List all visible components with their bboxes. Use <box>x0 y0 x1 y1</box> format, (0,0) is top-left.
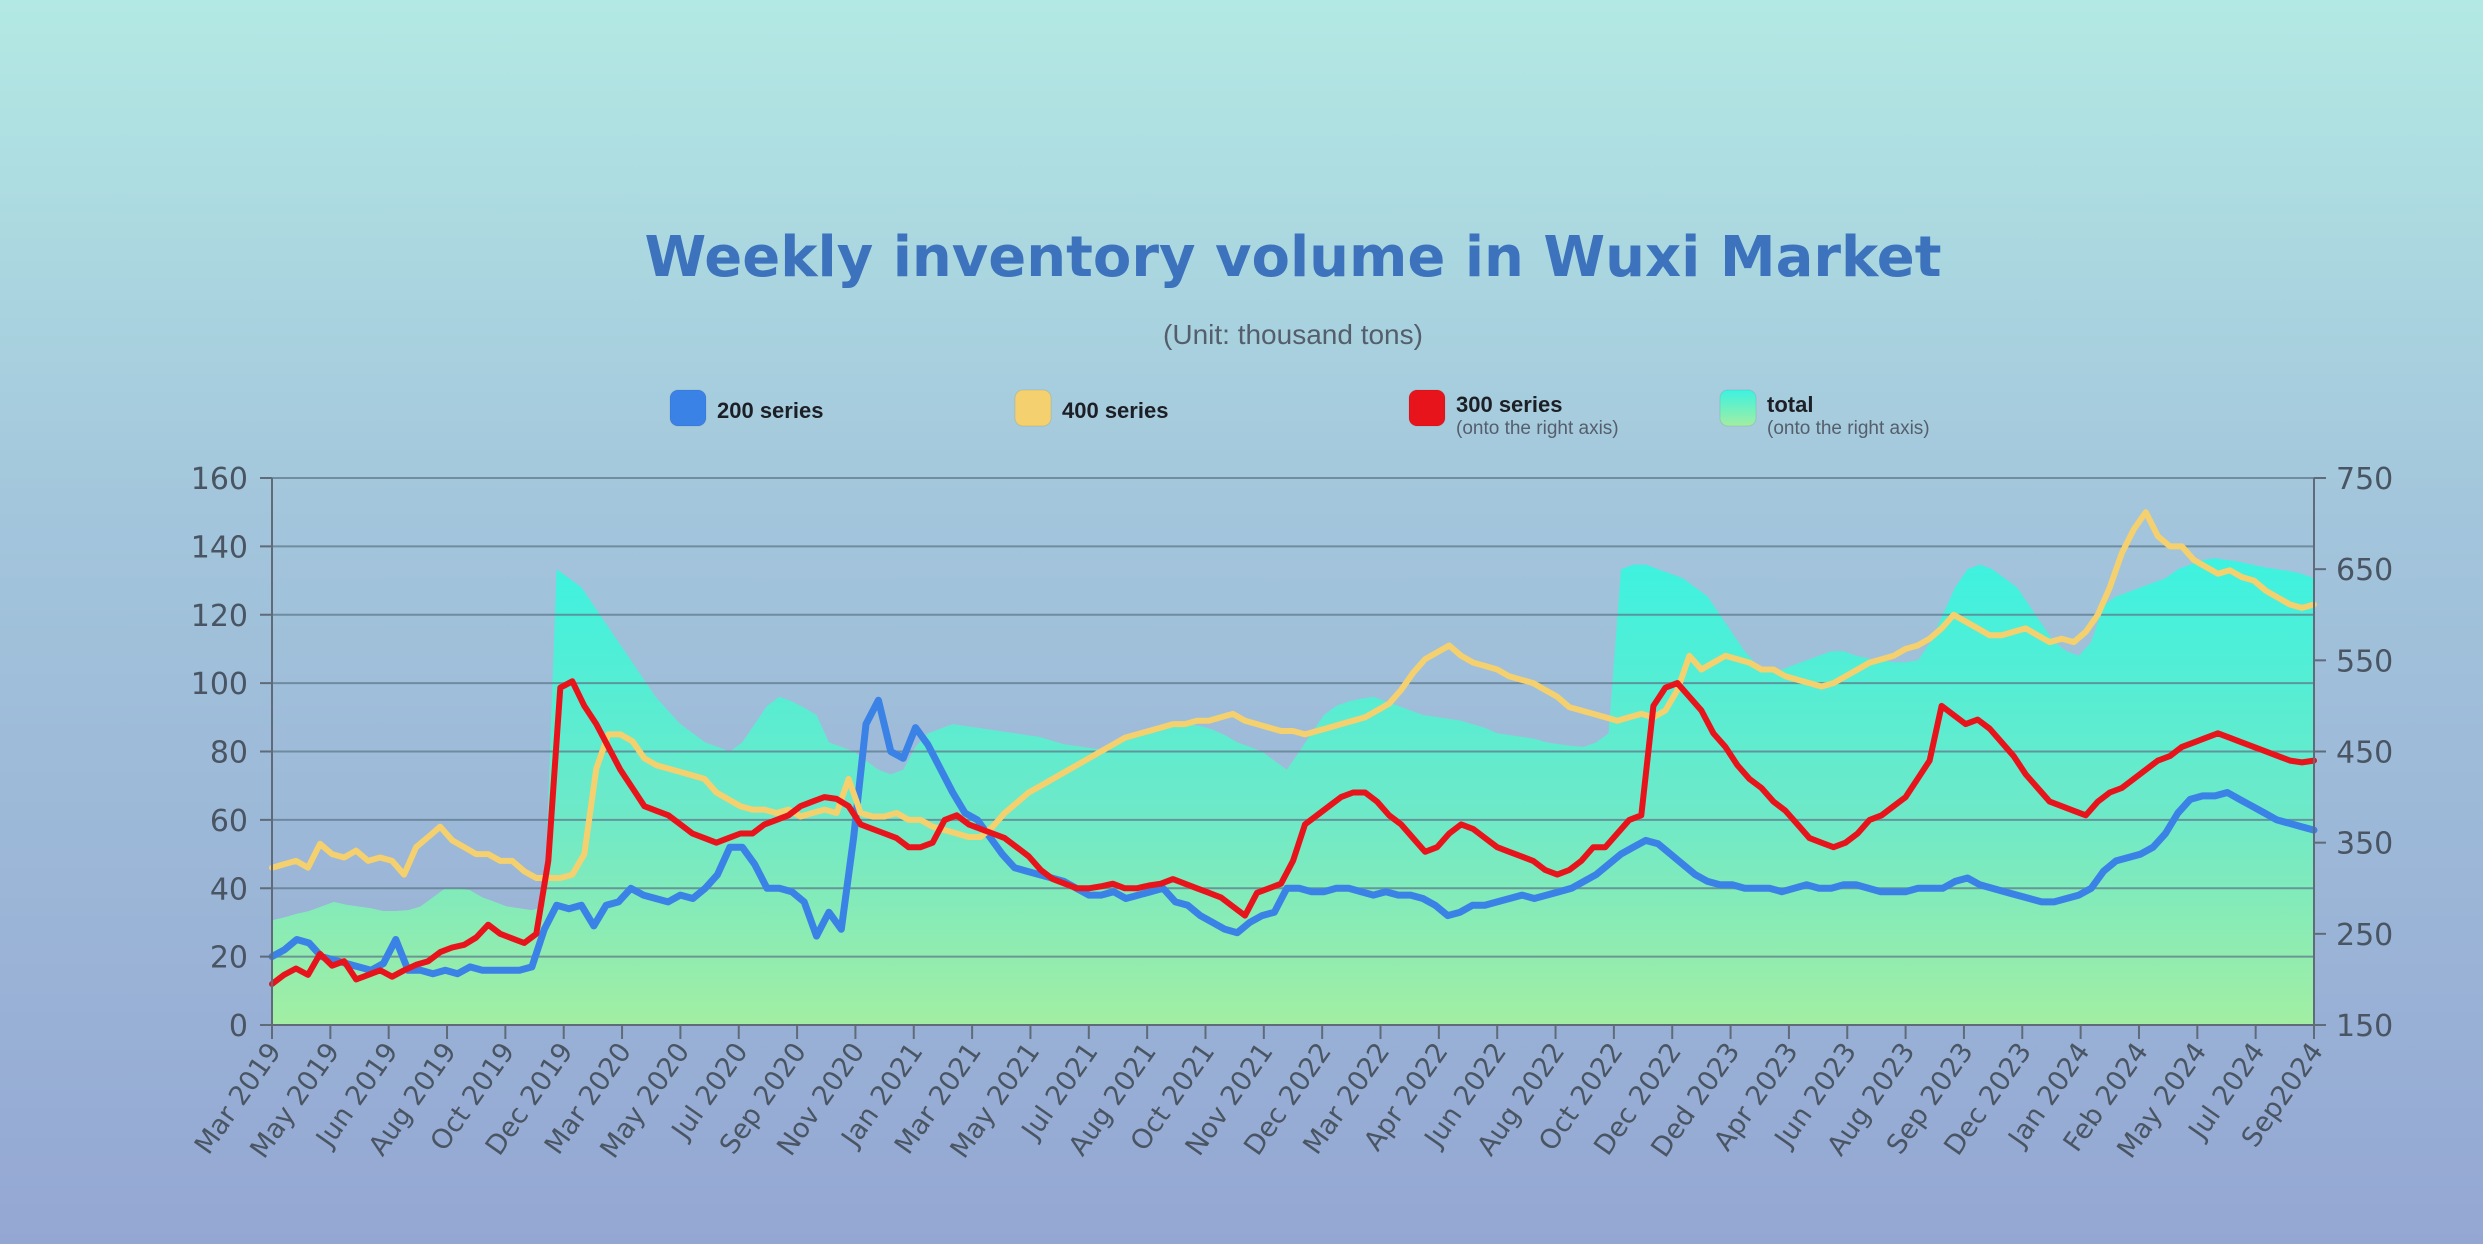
plot-area <box>268 477 2318 1026</box>
left-tick-label: 80 <box>210 736 248 771</box>
left-tick-label: 0 <box>229 1009 248 1044</box>
legend-swatch <box>1719 389 1757 427</box>
series-300-line <box>269 678 2317 987</box>
right-tick-label: 250 <box>2336 918 2393 953</box>
right-tick-label: 750 <box>2336 462 2393 497</box>
legend-sublabel: (onto the right axis) <box>1767 418 1930 439</box>
left-tick-label: 40 <box>210 872 248 907</box>
left-tick-label: 20 <box>210 941 248 976</box>
left-tick-label: 160 <box>191 462 248 497</box>
legend: 200 series 400 series 300 series(onto the … <box>669 389 1930 439</box>
right-tick-label: 450 <box>2336 736 2393 771</box>
left-tick-label: 60 <box>210 804 248 839</box>
legend-sublabel: (onto the right axis) <box>1456 418 1619 439</box>
legend-item: 200 series <box>669 389 823 427</box>
legend-swatch <box>669 389 707 427</box>
legend-label: 300 series <box>1456 392 1562 417</box>
legend-swatch <box>1014 389 1052 427</box>
left-axis: 0 20 40 60 80 100 120 140 160 <box>191 462 272 1044</box>
series-200-line <box>268 696 2318 978</box>
left-tick-label: 120 <box>191 599 248 634</box>
right-tick-label: 650 <box>2336 553 2393 588</box>
left-tick-label: 140 <box>191 530 248 565</box>
legend-swatch <box>1408 389 1446 427</box>
left-tick-label: 100 <box>191 667 248 702</box>
series-total-area <box>272 558 2314 1025</box>
right-tick-label: 350 <box>2336 827 2393 862</box>
legend-item: 300 series(onto the right axis) <box>1408 389 1619 439</box>
chart-subtitle: (Unit: thousand tons) <box>1163 319 1423 350</box>
legend-item: total(onto the right axis) <box>1719 389 1930 439</box>
series-400-line <box>269 509 2317 881</box>
legend-item: 400 series <box>1014 389 1168 427</box>
legend-label: 200 series <box>717 398 823 423</box>
legend-label: 400 series <box>1062 398 1168 423</box>
legend-label: total <box>1767 392 1813 417</box>
chart-title: Weekly inventory volume in Wuxi Market <box>645 225 1942 290</box>
right-axis: 150 250 350 450 550 650 750 <box>2314 462 2393 1044</box>
right-tick-label: 150 <box>2336 1009 2393 1044</box>
right-tick-label: 550 <box>2336 644 2393 679</box>
